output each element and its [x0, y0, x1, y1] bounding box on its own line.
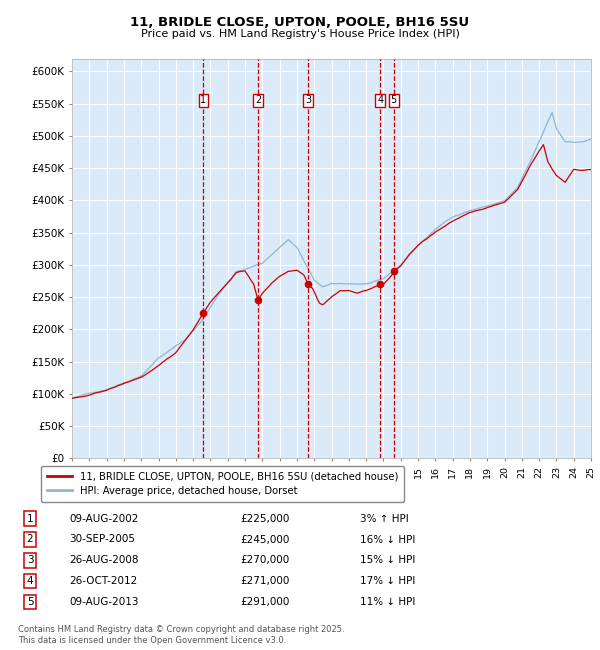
- Point: [199, 308, 208, 318]
- Text: 30-SEP-2005: 30-SEP-2005: [69, 534, 135, 545]
- Text: 4: 4: [26, 576, 34, 586]
- Text: 3% ↑ HPI: 3% ↑ HPI: [360, 514, 409, 524]
- Text: 26-OCT-2012: 26-OCT-2012: [69, 576, 137, 586]
- Text: 1: 1: [200, 96, 206, 105]
- Text: 16% ↓ HPI: 16% ↓ HPI: [360, 534, 415, 545]
- Text: £271,000: £271,000: [240, 576, 289, 586]
- Text: 4: 4: [377, 96, 383, 105]
- Point: [389, 265, 398, 276]
- Point: [376, 278, 385, 289]
- Text: 26-AUG-2008: 26-AUG-2008: [69, 555, 139, 566]
- Text: £225,000: £225,000: [240, 514, 289, 524]
- Text: 09-AUG-2013: 09-AUG-2013: [69, 597, 139, 607]
- Text: 5: 5: [391, 96, 397, 105]
- Text: £291,000: £291,000: [240, 597, 289, 607]
- Text: 17% ↓ HPI: 17% ↓ HPI: [360, 576, 415, 586]
- Legend: 11, BRIDLE CLOSE, UPTON, POOLE, BH16 5SU (detached house), HPI: Average price, d: 11, BRIDLE CLOSE, UPTON, POOLE, BH16 5SU…: [41, 465, 404, 502]
- Text: Contains HM Land Registry data © Crown copyright and database right 2025.
This d: Contains HM Land Registry data © Crown c…: [18, 625, 344, 645]
- Text: £245,000: £245,000: [240, 534, 289, 545]
- Text: 3: 3: [26, 555, 34, 566]
- Text: 3: 3: [305, 96, 311, 105]
- Text: £270,000: £270,000: [240, 555, 289, 566]
- Text: 5: 5: [26, 597, 34, 607]
- Text: Price paid vs. HM Land Registry's House Price Index (HPI): Price paid vs. HM Land Registry's House …: [140, 29, 460, 39]
- Text: 2: 2: [255, 96, 261, 105]
- Text: 1: 1: [26, 514, 34, 524]
- Text: 15% ↓ HPI: 15% ↓ HPI: [360, 555, 415, 566]
- Point: [253, 295, 263, 306]
- Text: 2: 2: [26, 534, 34, 545]
- Text: 09-AUG-2002: 09-AUG-2002: [69, 514, 139, 524]
- Text: 11% ↓ HPI: 11% ↓ HPI: [360, 597, 415, 607]
- Text: 11, BRIDLE CLOSE, UPTON, POOLE, BH16 5SU: 11, BRIDLE CLOSE, UPTON, POOLE, BH16 5SU: [130, 16, 470, 29]
- Point: [304, 279, 313, 289]
